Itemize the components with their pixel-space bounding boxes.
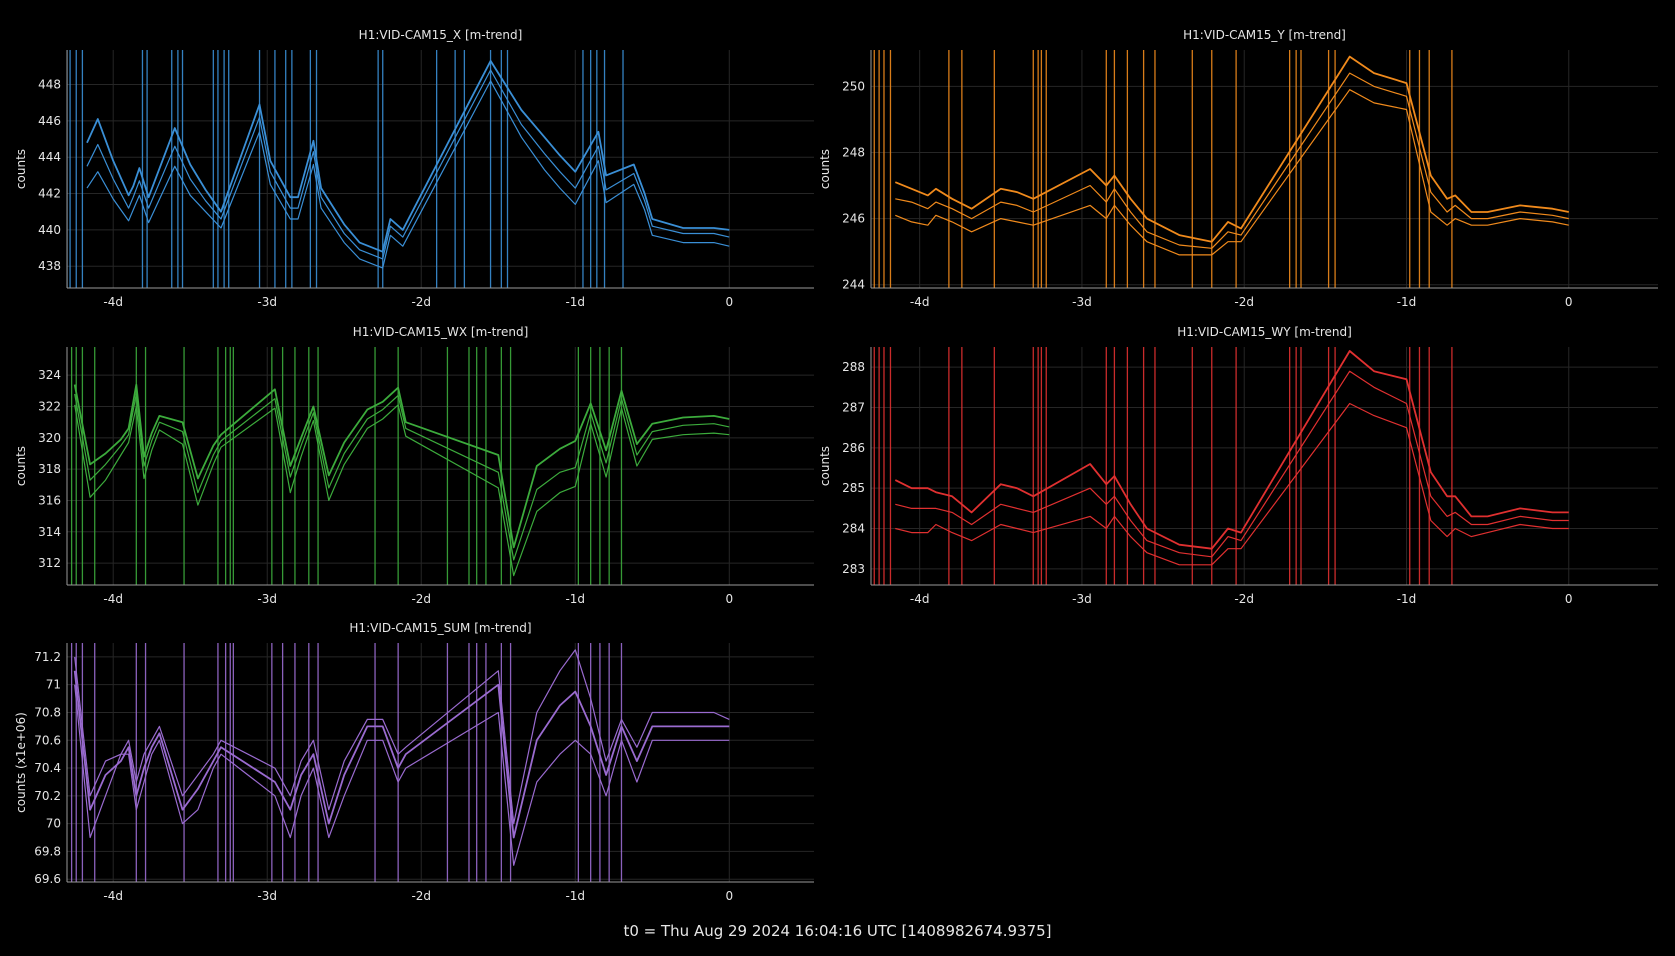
series-line-0 xyxy=(895,72,1569,249)
x-tick-label: -4d xyxy=(910,592,930,606)
series-line-0 xyxy=(74,684,730,866)
y-tick-label: 283 xyxy=(842,562,865,576)
y-tick-label: 70.6 xyxy=(34,733,61,747)
chart-title: H1:VID-CAM15_SUM [m-trend] xyxy=(349,621,531,635)
series-line-2 xyxy=(74,404,730,577)
x-tick-label: -4d xyxy=(910,295,930,309)
x-tick-label: -1d xyxy=(1397,592,1417,606)
y-tick-label: 318 xyxy=(38,462,61,476)
x-tick-label: 0 xyxy=(725,295,733,309)
y-tick-label: 284 xyxy=(842,522,865,536)
y-tick-label: 246 xyxy=(842,212,865,226)
x-tick-label: -1d xyxy=(565,889,585,903)
y-axis-label: counts (x1e+06) xyxy=(14,712,28,813)
plot-area xyxy=(873,50,1569,288)
series-line-0 xyxy=(86,69,730,260)
plot-area xyxy=(67,50,730,288)
x-tick-label: -3d xyxy=(257,295,277,309)
y-tick-label: 286 xyxy=(842,441,865,455)
x-tick-label: -3d xyxy=(257,592,277,606)
y-tick-label: 314 xyxy=(38,525,61,539)
y-tick-label: 287 xyxy=(842,401,865,415)
x-tick-label: -2d xyxy=(411,295,431,309)
x-tick-label: -1d xyxy=(1397,295,1417,309)
plot-area xyxy=(70,643,730,882)
chart-panel-1: -4d -3d -2d -1d 0 244 246 248 250 H1:VID-CAM15_Y … xyxy=(818,28,1658,309)
x-tick-label: -4d xyxy=(103,592,123,606)
chart-panel-0: -4d -3d -2d -1d 0 438 440 442 444 446 448 H1:VID-CA… xyxy=(14,28,814,309)
series-line-1 xyxy=(86,60,730,253)
y-tick-label: 244 xyxy=(842,278,865,292)
y-tick-label: 71.2 xyxy=(34,650,61,664)
y-tick-label: 250 xyxy=(842,79,865,93)
x-tick-label: 0 xyxy=(725,592,733,606)
y-tick-label: 442 xyxy=(38,187,61,201)
series-line-2 xyxy=(895,89,1569,256)
y-tick-label: 70.2 xyxy=(34,789,61,803)
y-tick-label: 316 xyxy=(38,493,61,507)
plot-area xyxy=(873,347,1569,585)
series-line-0 xyxy=(895,370,1569,558)
y-tick-label: 446 xyxy=(38,114,61,128)
x-tick-label: 0 xyxy=(1565,295,1573,309)
y-axis-label: counts xyxy=(14,446,28,486)
y-tick-label: 248 xyxy=(842,145,865,159)
y-tick-label: 322 xyxy=(38,400,61,414)
chart-panel-4: -4d -3d -2d -1d 0 69.6 69.8 70 70.2 70.4 70.6 70.8 7… xyxy=(14,621,814,903)
y-tick-label: 69.6 xyxy=(34,872,61,886)
chart-title: H1:VID-CAM15_WX [m-trend] xyxy=(353,325,529,339)
t0-footer: t0 = Thu Aug 29 2024 16:04:16 UTC [14089… xyxy=(623,922,1052,940)
y-tick-label: 70 xyxy=(46,817,61,831)
y-tick-label: 444 xyxy=(38,150,61,164)
x-tick-label: -2d xyxy=(1234,295,1254,309)
series-line-1 xyxy=(73,383,730,549)
y-tick-label: 288 xyxy=(842,360,865,374)
y-tick-label: 70.8 xyxy=(34,705,61,719)
x-tick-label: -3d xyxy=(1072,592,1092,606)
x-tick-label: -2d xyxy=(1234,592,1254,606)
chart-title: H1:VID-CAM15_X [m-trend] xyxy=(359,28,523,42)
y-tick-label: 312 xyxy=(38,556,61,570)
chart-title: H1:VID-CAM15_WY [m-trend] xyxy=(1177,325,1352,339)
x-tick-label: 0 xyxy=(1565,592,1573,606)
x-tick-label: -4d xyxy=(103,889,123,903)
chart-panel-2: -4d -3d -2d -1d 0 312 314 316 318 320 322 324 H1:VID… xyxy=(14,325,814,606)
y-tick-label: 324 xyxy=(38,368,61,382)
series-line-1 xyxy=(73,670,730,839)
series-line-1 xyxy=(894,55,1569,243)
chart-panel-3: -4d -3d -2d -1d 0 283 284 285 286 287 288 H1:VID-CA… xyxy=(818,325,1658,606)
x-tick-label: 0 xyxy=(725,889,733,903)
series-line-2 xyxy=(895,402,1569,566)
y-tick-label: 448 xyxy=(38,78,61,92)
y-axis-label: counts xyxy=(818,149,832,189)
x-tick-label: -4d xyxy=(103,295,123,309)
series-line-0 xyxy=(74,393,730,561)
y-axis-label: counts xyxy=(818,446,832,486)
series-line-1 xyxy=(894,350,1569,550)
y-tick-label: 69.8 xyxy=(34,844,61,858)
y-tick-label: 438 xyxy=(38,259,61,273)
y-tick-label: 440 xyxy=(38,223,61,237)
x-tick-label: -1d xyxy=(565,295,585,309)
y-tick-label: 70.4 xyxy=(34,761,61,775)
y-tick-label: 285 xyxy=(842,481,865,495)
x-tick-label: -3d xyxy=(1072,295,1092,309)
series-line-2 xyxy=(74,649,730,825)
chart-title: H1:VID-CAM15_Y [m-trend] xyxy=(1183,28,1346,42)
x-tick-label: -2d xyxy=(411,592,431,606)
y-tick-label: 71 xyxy=(46,678,61,692)
x-tick-label: -3d xyxy=(257,889,277,903)
plot-area xyxy=(70,347,730,585)
series-line-2 xyxy=(86,80,730,269)
y-axis-label: counts xyxy=(14,149,28,189)
y-tick-label: 320 xyxy=(38,431,61,445)
x-tick-label: -1d xyxy=(565,592,585,606)
x-tick-label: -2d xyxy=(411,889,431,903)
